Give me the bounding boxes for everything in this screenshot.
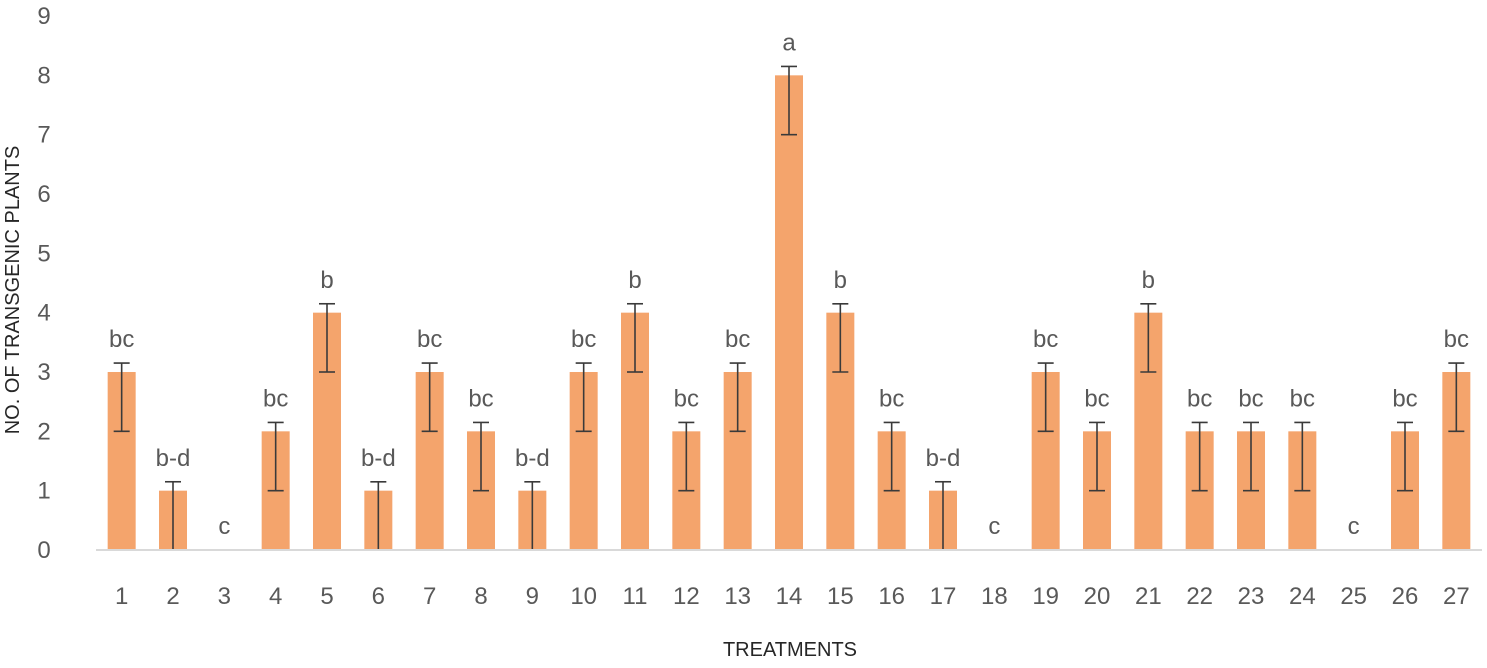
y-tick-label: 1 bbox=[37, 478, 50, 505]
error-bar bbox=[627, 302, 643, 373]
error-bar bbox=[781, 65, 797, 136]
y-tick-label: 5 bbox=[37, 240, 50, 267]
error-bar bbox=[319, 302, 335, 373]
significance-label: bc bbox=[1084, 385, 1109, 412]
error-bar bbox=[267, 421, 284, 492]
significance-label: bc bbox=[1444, 326, 1469, 353]
significance-label: c bbox=[1348, 513, 1360, 540]
x-tick-label: 23 bbox=[1238, 583, 1265, 610]
x-tick-label: 16 bbox=[878, 583, 905, 610]
significance-label: bc bbox=[674, 385, 699, 412]
y-tick-label: 0 bbox=[37, 537, 50, 564]
x-tick-label: 22 bbox=[1186, 583, 1213, 610]
x-tick-label: 17 bbox=[930, 583, 957, 610]
error-bar bbox=[421, 362, 438, 433]
y-tick-label: 2 bbox=[37, 418, 50, 445]
error-bar bbox=[1140, 302, 1157, 373]
significance-label: bc bbox=[1033, 326, 1058, 353]
significance-label: bc bbox=[109, 326, 134, 353]
error-bar bbox=[1191, 421, 1208, 492]
significance-label: c bbox=[988, 513, 1000, 540]
significance-label: bc bbox=[1238, 385, 1263, 412]
error-bar bbox=[113, 362, 130, 433]
x-tick-label: 25 bbox=[1340, 583, 1367, 610]
error-bar bbox=[1037, 362, 1054, 433]
significance-label: bc bbox=[879, 385, 904, 412]
error-bar bbox=[883, 421, 900, 492]
error-bar bbox=[729, 362, 746, 433]
x-axis-ticks: 1 2 3 4 5 6 7 8 9 10 11 12 13 14 15 16 17 18 19 20 21 22 23 24 2… bbox=[115, 583, 1470, 610]
significance-label: bc bbox=[468, 385, 493, 412]
significance-labels-group: bcb-dcbcbb-dbcbcb-dbcbbcbcabbcb-dcbcbcbb… bbox=[109, 29, 1469, 540]
y-tick-label: 6 bbox=[37, 181, 50, 208]
significance-label: b-d bbox=[156, 445, 191, 472]
error-bar bbox=[1397, 421, 1413, 492]
error-bar bbox=[1089, 421, 1105, 492]
error-bar bbox=[678, 421, 695, 492]
significance-label: b-d bbox=[515, 445, 550, 472]
x-axis-title: TREATMENTS bbox=[723, 639, 857, 661]
x-tick-label: 5 bbox=[320, 583, 333, 610]
significance-label: b bbox=[628, 267, 641, 294]
significance-label: b-d bbox=[361, 445, 396, 472]
bars-group bbox=[107, 75, 1471, 550]
y-tick-label: 3 bbox=[37, 359, 50, 386]
significance-label: b-d bbox=[926, 445, 961, 472]
error-bar bbox=[1448, 362, 1465, 433]
y-tick-label: 8 bbox=[37, 62, 50, 89]
significance-label: b bbox=[320, 267, 333, 294]
bar bbox=[775, 75, 803, 550]
x-tick-label: 24 bbox=[1289, 583, 1316, 610]
error-bar bbox=[1294, 421, 1311, 492]
y-tick-label: 9 bbox=[37, 3, 50, 30]
x-tick-label: 3 bbox=[218, 583, 231, 610]
error-bar bbox=[832, 302, 849, 373]
significance-label: bc bbox=[725, 326, 750, 353]
error-bar bbox=[575, 362, 592, 433]
x-tick-label: 6 bbox=[372, 583, 385, 610]
significance-label: b bbox=[834, 267, 847, 294]
significance-label: bc bbox=[571, 326, 596, 353]
x-tick-label: 21 bbox=[1135, 583, 1162, 610]
y-tick-label: 4 bbox=[37, 300, 50, 327]
y-tick-label: 7 bbox=[37, 122, 50, 149]
significance-label: c bbox=[218, 513, 230, 540]
significance-label: bc bbox=[417, 326, 442, 353]
x-tick-label: 7 bbox=[423, 583, 436, 610]
significance-label: bc bbox=[263, 385, 288, 412]
significance-label: bc bbox=[1290, 385, 1315, 412]
significance-label: a bbox=[782, 29, 796, 56]
x-tick-label: 2 bbox=[166, 583, 179, 610]
x-tick-label: 12 bbox=[673, 583, 700, 610]
x-tick-label: 13 bbox=[724, 583, 751, 610]
x-tick-label: 9 bbox=[526, 583, 539, 610]
significance-label: bc bbox=[1392, 385, 1417, 412]
x-tick-label: 18 bbox=[981, 583, 1008, 610]
y-axis-title: NO. OF TRANSGENIC PLANTS bbox=[2, 146, 24, 435]
x-tick-label: 26 bbox=[1392, 583, 1419, 610]
x-tick-label: 27 bbox=[1443, 583, 1470, 610]
significance-label: b bbox=[1142, 267, 1155, 294]
x-tick-label: 10 bbox=[570, 583, 597, 610]
x-tick-label: 4 bbox=[269, 583, 282, 610]
x-tick-label: 20 bbox=[1084, 583, 1111, 610]
x-tick-label: 14 bbox=[776, 583, 803, 610]
x-tick-label: 15 bbox=[827, 583, 854, 610]
x-tick-label: 19 bbox=[1032, 583, 1059, 610]
x-tick-label: 1 bbox=[115, 583, 128, 610]
error-bar bbox=[1243, 421, 1259, 492]
y-axis-ticks: 0 1 2 3 4 5 6 7 8 9 bbox=[37, 3, 50, 564]
x-tick-label: 8 bbox=[474, 583, 487, 610]
x-tick-label: 11 bbox=[623, 583, 648, 610]
significance-label: bc bbox=[1187, 385, 1212, 412]
error-bar bbox=[473, 421, 489, 492]
